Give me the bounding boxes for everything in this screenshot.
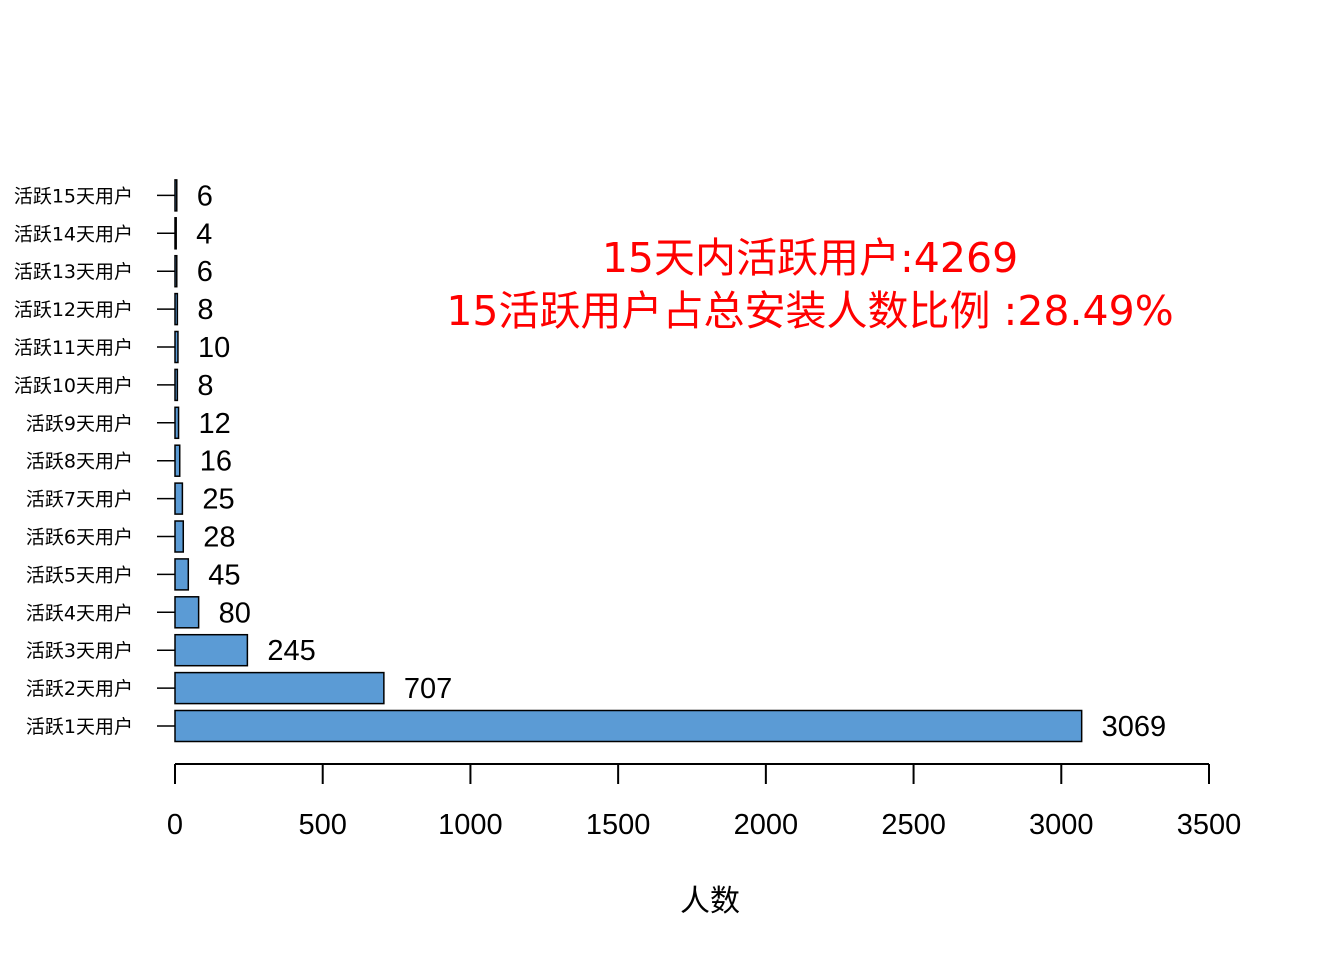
bar <box>175 218 176 249</box>
data-label: 45 <box>208 559 240 591</box>
data-label: 8 <box>197 294 213 326</box>
x-tick-label: 500 <box>299 809 347 841</box>
x-tick-label: 2000 <box>734 809 799 841</box>
x-tick-label: 0 <box>167 809 183 841</box>
data-label: 12 <box>199 408 231 440</box>
x-axis-title: 人数 <box>640 876 780 920</box>
x-tick-label: 1500 <box>586 809 651 841</box>
data-label: 6 <box>197 256 213 288</box>
category-label: 活跃9天用户 <box>26 413 133 435</box>
x-tick-label: 1000 <box>438 809 503 841</box>
category-label: 活跃6天用户 <box>26 527 133 549</box>
bar <box>175 673 384 704</box>
x-tick-label: 3500 <box>1177 809 1242 841</box>
data-label: 4 <box>196 218 212 250</box>
bar <box>175 369 177 400</box>
bar <box>175 711 1082 742</box>
bar <box>175 294 177 325</box>
y-axis-labels: 活跃1天用户活跃2天用户活跃3天用户活跃4天用户活跃5天用户活跃6天用户活跃7天… <box>14 185 133 738</box>
annotation-active-ratio: 15活跃用户占总安装人数比例 :28.49% <box>300 277 1320 337</box>
data-label: 10 <box>198 332 230 364</box>
category-label: 活跃4天用户 <box>26 602 133 624</box>
x-tick-label: 3000 <box>1029 809 1094 841</box>
bar <box>175 332 178 363</box>
data-label: 80 <box>219 597 251 629</box>
category-label: 活跃11天用户 <box>14 337 133 359</box>
data-label: 245 <box>267 635 315 667</box>
category-label: 活跃1天用户 <box>26 716 133 738</box>
category-label: 活跃7天用户 <box>26 489 133 511</box>
data-label: 8 <box>197 370 213 402</box>
bar <box>175 559 188 590</box>
bar <box>175 635 247 666</box>
category-label: 活跃3天用户 <box>26 640 133 662</box>
category-label: 活跃8天用户 <box>26 451 133 473</box>
y-axis-ticks <box>157 195 175 726</box>
category-label: 活跃10天用户 <box>14 375 133 397</box>
data-label: 28 <box>203 522 235 554</box>
x-tick-label: 2500 <box>881 809 946 841</box>
data-label: 707 <box>404 673 452 705</box>
bar <box>175 407 179 438</box>
bar <box>175 256 177 287</box>
category-label: 活跃15天用户 <box>14 185 133 207</box>
bar <box>175 445 180 476</box>
bar <box>175 180 177 211</box>
data-label: 3069 <box>1102 711 1167 743</box>
data-label: 25 <box>202 484 234 516</box>
bar <box>175 597 199 628</box>
data-label: 16 <box>200 446 232 478</box>
x-axis: 0 500 1000 1500 2000 2500 3000 3500 <box>167 764 1241 841</box>
annotation-total-active: 15天内活跃用户:4269 <box>300 224 1320 284</box>
category-label: 活跃14天用户 <box>14 223 133 245</box>
bar <box>175 483 182 514</box>
data-label: 6 <box>197 180 213 212</box>
bar <box>175 521 183 552</box>
category-label: 活跃5天用户 <box>26 564 133 586</box>
category-label: 活跃13天用户 <box>14 261 133 283</box>
category-label: 活跃2天用户 <box>26 678 133 700</box>
category-label: 活跃12天用户 <box>14 299 133 321</box>
